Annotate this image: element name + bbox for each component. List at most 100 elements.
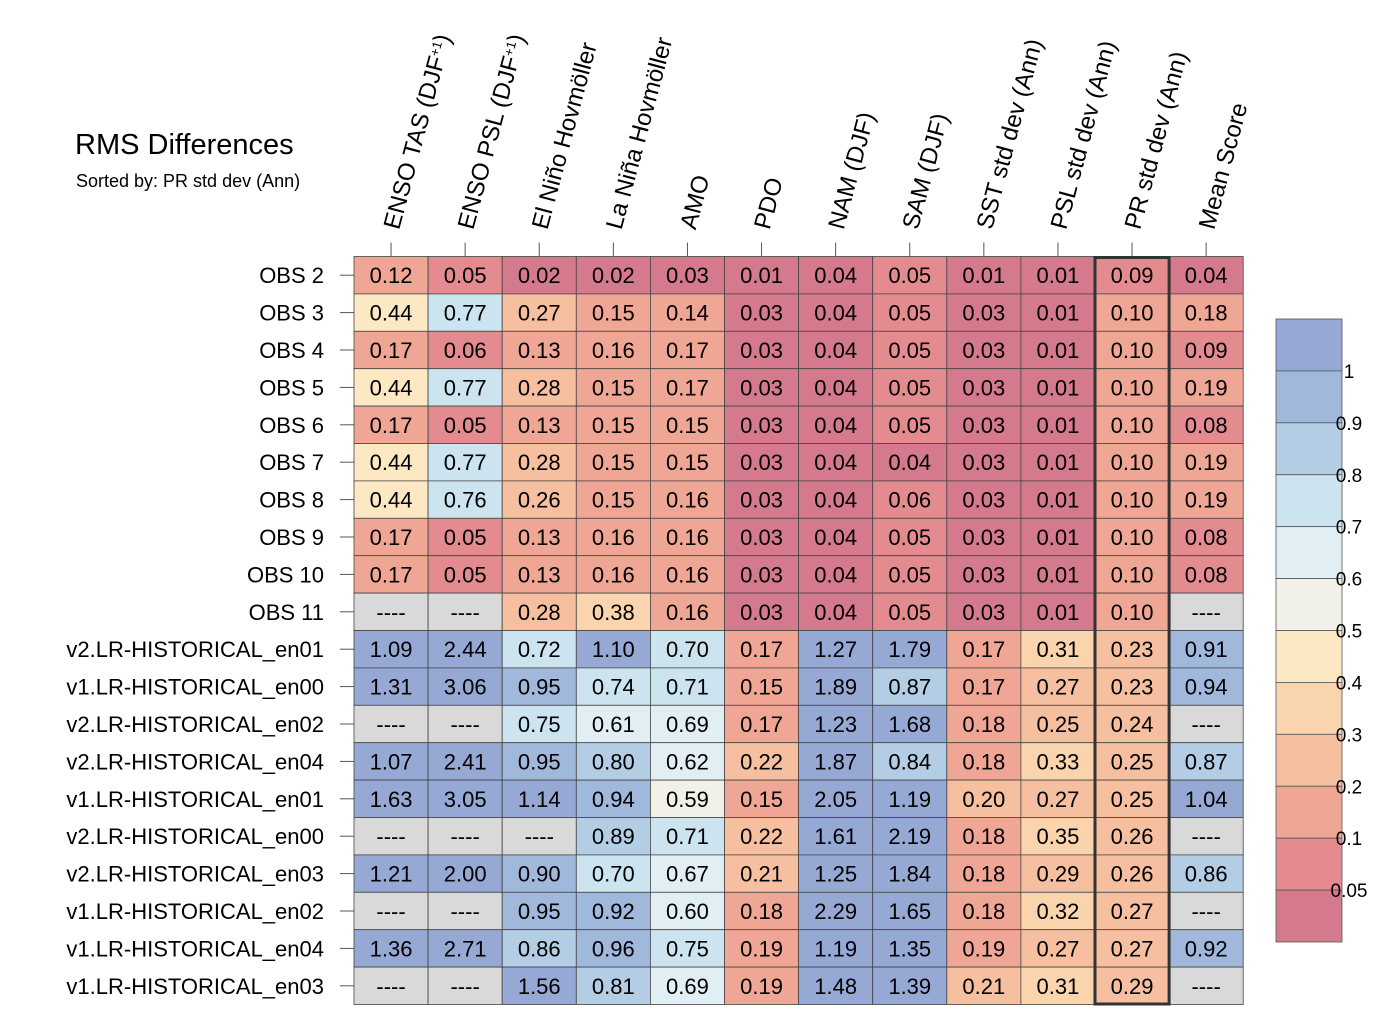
heatmap-cell [1020,742,1096,781]
cell-value: ---- [1191,899,1220,924]
heatmap-cell [724,517,799,557]
cell-value: 0.12 [370,263,413,288]
cell-value: 0.03 [740,562,783,587]
column-label-enso-tas-djf-1: ENSO TAS (DJF+1) [379,31,457,232]
cell-value: 0.10 [1111,301,1154,326]
cell-value: 0.05 [888,413,931,438]
cell-value: 0.04 [814,413,857,438]
heatmap-cell [798,330,874,370]
heatmap-cell [353,630,429,669]
heatmap-cell [1168,891,1244,931]
cell-value: 0.77 [444,301,487,326]
heatmap-cell [353,742,429,781]
colorbar-segment [1275,526,1343,579]
heatmap-cell [798,517,874,557]
heatmap-cell [724,966,799,1005]
cell-value: 1.79 [888,637,931,662]
cell-value: 0.17 [370,525,413,550]
cell-value: 0.06 [888,488,931,513]
colorbar-label: 0.2 [1336,777,1362,798]
colorbar-segment [1275,785,1343,839]
row-label-obs-6: OBS 6 [259,413,324,438]
heatmap-cell [501,368,577,407]
cell-value: 1.25 [814,862,857,887]
heatmap-cell [650,667,725,706]
heatmap-cell [501,293,577,332]
cell-value: ---- [450,974,479,999]
cell-value: ---- [450,712,479,737]
cell-value: ---- [376,712,405,737]
column-label-enso-psl-djf-1: ENSO PSL (DJF+1) [453,31,531,232]
cell-value: 0.86 [518,936,561,961]
cell-value: 0.29 [1037,862,1080,887]
cell-value: 0.10 [1111,413,1154,438]
column-label-el-ni-o-hovm-ller: El Niño Hovmöller [527,40,603,233]
cell-value: 0.15 [592,301,635,326]
heatmap-cell [575,592,651,631]
colorbar-label: 0.5 [1336,622,1362,643]
heatmap-cell [501,480,577,519]
cell-value: 1.36 [370,936,413,961]
heatmap-cell [1168,966,1244,1005]
colorbar-label: 0.05 [1331,881,1368,902]
cell-value: 0.03 [962,525,1005,550]
cell-value: 0.10 [1111,375,1154,400]
cell-value: 1.35 [888,936,931,961]
cell-value: ---- [450,899,479,924]
colorbar-label: 0.1 [1336,829,1362,850]
cell-value: 0.15 [740,787,783,812]
heatmap-cell [946,630,1022,669]
heatmap-cell [1168,817,1244,856]
cell-value: 0.22 [740,824,783,849]
heatmap-cell [1168,368,1244,407]
cell-value: 0.03 [962,338,1005,363]
cell-value: ---- [376,899,405,924]
heatmap-cell [1020,480,1096,519]
cell-value: 1.87 [814,749,857,774]
heatmap-cell [353,592,429,631]
highlighted-column-frame [1093,256,1171,1006]
cell-value: 0.04 [814,338,857,363]
heatmap-cell [724,293,799,332]
cell-value: 0.18 [962,862,1005,887]
heatmap-cell [872,555,948,594]
heatmap-cell [798,891,874,931]
heatmap-cell [650,592,725,631]
colorbar-segment [1275,837,1343,891]
cell-value: 0.27 [518,301,561,326]
cell-value: 0.62 [666,749,709,774]
heatmap-cell [798,704,874,744]
cell-value: 0.28 [518,600,561,625]
cell-value: 0.16 [592,338,635,363]
cell-value: 0.13 [518,562,561,587]
cell-value: 0.87 [888,675,931,700]
cell-value: 0.32 [1037,899,1080,924]
cell-value: 0.14 [666,301,709,326]
cell-value: ---- [450,600,479,625]
cell-value: 0.24 [1111,712,1154,737]
heatmap-cell [427,966,503,1005]
cell-value: 0.31 [1037,637,1080,662]
cell-value: ---- [525,824,554,849]
heatmap-cell [1168,630,1244,669]
cell-value: 0.23 [1111,675,1154,700]
heatmap-cell [353,966,429,1005]
cell-value: 1.48 [814,974,857,999]
cell-value: 0.03 [740,413,783,438]
cell-value: 0.26 [1111,824,1154,849]
heatmap-cell [724,779,799,818]
row-label-obs-10: OBS 10 [247,562,324,587]
cell-value: 0.29 [1111,974,1154,999]
cell-value: 0.38 [592,600,635,625]
cell-value: 0.02 [592,263,635,288]
cell-value: 0.15 [592,488,635,513]
heatmap-cell [650,555,725,594]
cell-value: 0.04 [814,488,857,513]
heatmap-cell [798,817,874,856]
cell-value: 2.71 [444,936,487,961]
heatmap-cell [1168,929,1244,968]
row-label-v1-lr-historical-en03: v1.LR-HISTORICAL_en03 [66,974,324,999]
cell-value: 0.02 [518,263,561,288]
cell-value: 1.39 [888,974,931,999]
heatmap-cell [1020,555,1096,594]
